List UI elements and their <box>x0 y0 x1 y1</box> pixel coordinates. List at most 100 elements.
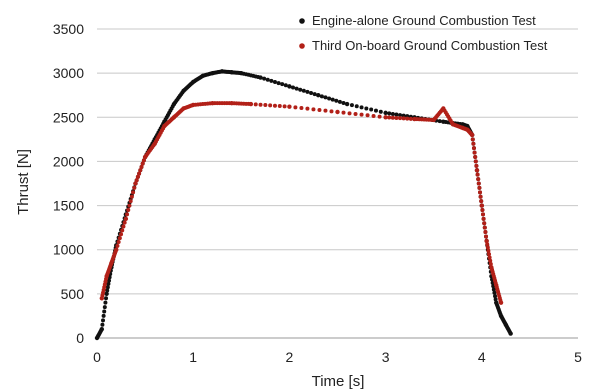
data-point-interp <box>478 194 483 199</box>
y-tick-label: 500 <box>61 286 85 302</box>
data-point-interp <box>479 199 484 204</box>
data-point-interp <box>129 194 134 199</box>
data-point-interp <box>476 177 481 182</box>
data-point-interp <box>486 248 491 253</box>
data-point-interp <box>394 112 399 117</box>
legend-label-third-onboard: Third On-board Ground Combustion Test <box>312 38 548 53</box>
data-point-interp <box>132 185 137 190</box>
data-point-interp <box>131 190 136 195</box>
data-point-interp <box>101 313 106 318</box>
data-point-interp <box>477 190 482 195</box>
plot-area <box>94 69 513 341</box>
legend: Engine-alone Ground Combustion Test Thir… <box>299 13 548 53</box>
data-point-interp <box>394 115 399 120</box>
data-point <box>383 110 388 116</box>
data-point-interp <box>126 207 131 212</box>
data-point <box>258 75 263 80</box>
data-point-interp <box>305 106 310 111</box>
data-point-interp <box>276 81 281 86</box>
data-point-interp <box>319 94 324 99</box>
y-tick-labels: 0 500 1000 1500 2000 2500 3000 3500 <box>53 21 84 346</box>
x-tick-label: 5 <box>574 349 582 365</box>
data-point-interp <box>137 171 142 176</box>
data-point-interp <box>398 113 403 118</box>
data-point <box>508 331 513 336</box>
y-tick-label: 1500 <box>53 198 84 214</box>
y-tick-label: 2000 <box>53 153 84 169</box>
data-point-interp <box>122 220 127 225</box>
series-third-onboard <box>99 100 504 305</box>
x-tick-labels: 0 1 2 3 4 5 <box>93 349 582 365</box>
data-point-interp <box>359 105 364 110</box>
data-point-interp <box>135 174 140 179</box>
legend-label-engine-alone: Engine-alone Ground Combustion Test <box>312 13 536 28</box>
data-point-interp <box>487 255 492 260</box>
data-point-interp <box>117 236 122 241</box>
data-point-interp <box>128 199 133 204</box>
y-axis-title: Thrust [N] <box>15 149 32 215</box>
y-tick-label: 0 <box>76 330 84 346</box>
x-tick-label: 3 <box>382 349 390 365</box>
data-point-interp <box>476 181 481 186</box>
data-point <box>484 238 489 244</box>
data-point-interp <box>119 232 124 237</box>
y-tick-label: 3500 <box>53 21 84 37</box>
data-point-interp <box>323 95 328 100</box>
data-point-interp <box>115 243 120 248</box>
data-point-interp <box>317 108 322 113</box>
data-point-interp <box>263 103 268 108</box>
data-point-interp <box>483 230 488 235</box>
data-point-interp <box>140 161 145 166</box>
data-point-interp <box>401 113 406 118</box>
data-point-interp <box>323 108 328 113</box>
data-point-interp <box>268 103 273 108</box>
data-point-interp <box>311 107 316 112</box>
data-point <box>474 168 480 173</box>
data-point-interp <box>341 110 346 115</box>
y-tick-label: 3000 <box>53 65 84 81</box>
data-point <box>479 203 484 208</box>
data-point-interp <box>280 82 285 87</box>
data-point-interp <box>104 296 109 301</box>
data-point-interp <box>387 111 392 116</box>
data-point-interp <box>482 225 487 230</box>
data-point-interp <box>102 309 107 314</box>
data-point-interp <box>481 216 486 221</box>
data-point-interp <box>298 87 303 92</box>
data-point-interp <box>329 109 334 114</box>
x-axis-title: Time [s] <box>312 373 365 390</box>
data-point-interp <box>121 224 126 229</box>
data-point-interp <box>477 185 482 190</box>
data-point <box>469 132 475 138</box>
grid-lines <box>97 28 578 295</box>
x-tick-label: 4 <box>478 349 486 365</box>
data-point-interp <box>102 305 107 310</box>
data-point-interp <box>269 78 274 83</box>
data-point-interp <box>493 294 498 299</box>
data-point-interp <box>487 252 492 257</box>
data-point <box>316 93 321 98</box>
x-tick-label: 0 <box>93 349 101 365</box>
data-point-interp <box>309 91 314 96</box>
data-point <box>114 247 119 252</box>
data-point-interp <box>127 203 132 208</box>
data-point-interp <box>139 164 144 169</box>
data-point-interp <box>272 103 277 108</box>
data-point-interp <box>471 141 476 146</box>
data-point <box>99 326 105 332</box>
data-point-interp <box>408 116 413 121</box>
data-point-interp <box>106 281 111 286</box>
data-point-interp <box>354 104 359 109</box>
data-point <box>123 216 129 222</box>
data-point-interp <box>475 172 480 177</box>
data-point-interp <box>277 104 282 109</box>
data-point-interp <box>481 212 486 217</box>
data-point-interp <box>371 113 376 118</box>
data-point-interp <box>116 239 121 244</box>
data-point-interp <box>262 76 267 81</box>
data-point-interp <box>291 85 296 90</box>
data-point-interp <box>482 221 487 226</box>
data-point-interp <box>103 300 108 305</box>
data-point-interp <box>282 104 287 109</box>
